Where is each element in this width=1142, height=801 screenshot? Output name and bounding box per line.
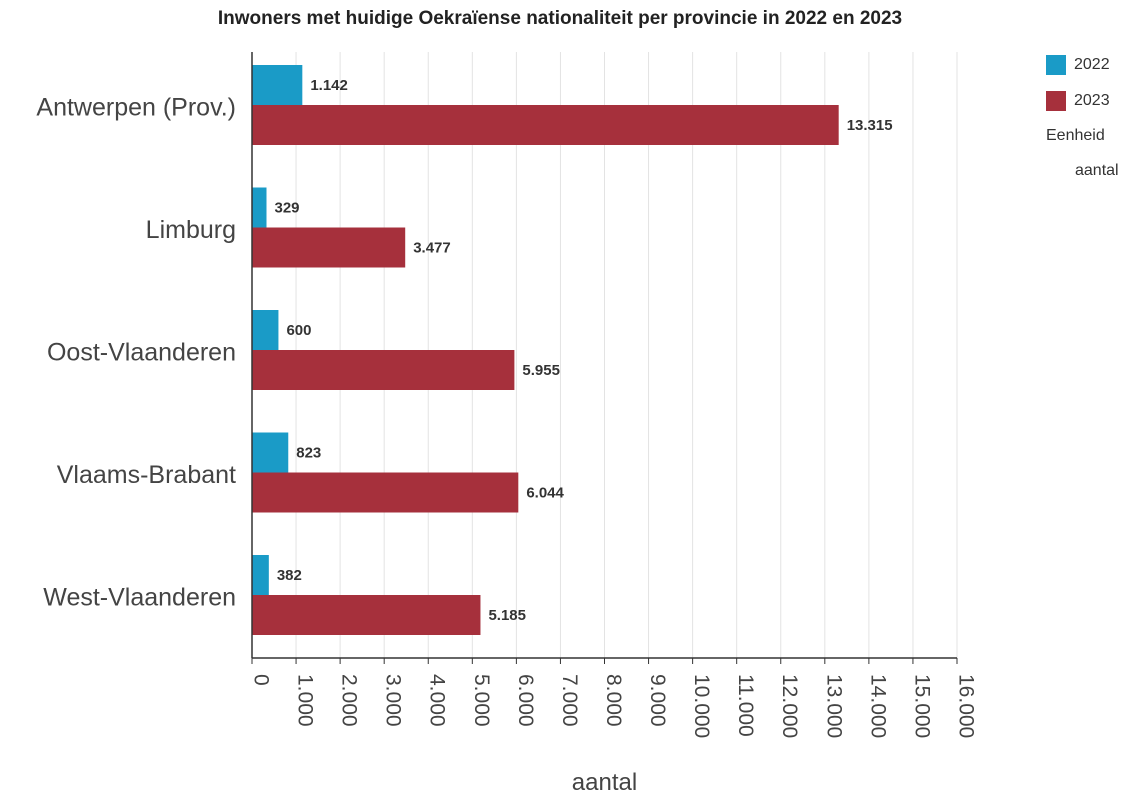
x-tick-label: 6.000 xyxy=(514,674,537,727)
bar-2022[interactable] xyxy=(252,555,269,595)
data-label: 13.315 xyxy=(847,117,893,134)
category-label: Limburg xyxy=(146,216,236,244)
x-tick-label: 9.000 xyxy=(646,674,669,727)
data-label: 600 xyxy=(286,322,311,339)
chart-title: Inwoners met huidige Oekraïense national… xyxy=(217,8,903,29)
bar-2023[interactable] xyxy=(252,227,406,268)
category-label: Vlaams-Brabant xyxy=(57,461,236,489)
legend-swatch-2023[interactable] xyxy=(1046,91,1066,111)
category-label: Oost-Vlaanderen xyxy=(47,339,236,367)
x-tick-label: 12.000 xyxy=(778,674,801,738)
x-tick-label: 0 xyxy=(249,674,272,686)
bars xyxy=(252,65,839,635)
data-label: 3.477 xyxy=(413,239,451,256)
x-axis-title: aantal xyxy=(572,769,637,796)
category-label: Antwerpen (Prov.) xyxy=(36,94,236,122)
bar-2022[interactable] xyxy=(252,65,303,105)
data-label: 382 xyxy=(277,567,302,584)
x-tick-label: 1.000 xyxy=(294,674,317,727)
x-tick-label: 11.000 xyxy=(734,674,757,737)
data-label: 1.142 xyxy=(310,77,348,94)
x-tick-label: 2.000 xyxy=(338,674,361,727)
data-label: 329 xyxy=(274,199,299,216)
legend-swatch-2022[interactable] xyxy=(1046,55,1066,75)
x-tick-label: 8.000 xyxy=(602,674,625,727)
legend-unit-value: aantal xyxy=(1075,162,1119,179)
x-tick-label: 16.000 xyxy=(954,674,977,738)
x-tick-label: 13.000 xyxy=(822,674,845,738)
bar-2022[interactable] xyxy=(252,310,279,350)
legend-label-2022[interactable]: 2022 xyxy=(1074,56,1110,73)
legend-unit-title: Eenheid xyxy=(1046,127,1105,144)
x-tick-label: 10.000 xyxy=(690,674,713,738)
data-label: 6.044 xyxy=(526,484,564,501)
x-tick-label: 14.000 xyxy=(866,674,889,738)
x-tick-label: 5.000 xyxy=(470,674,493,727)
data-label: 5.185 xyxy=(488,607,526,624)
bar-2022[interactable] xyxy=(252,432,289,473)
bar-2022[interactable] xyxy=(252,187,267,228)
labels: 0 1.000 2.000 3.000 4.000 5.000 6.000 7.000 8.00… xyxy=(36,77,977,796)
x-tick-label: 15.000 xyxy=(910,674,933,738)
bar-2023[interactable] xyxy=(252,595,481,635)
axes xyxy=(251,52,958,664)
bar-2023[interactable] xyxy=(252,472,519,513)
x-tick-label: 4.000 xyxy=(426,674,449,727)
data-label: 5.955 xyxy=(522,362,560,379)
x-tick-label: 7.000 xyxy=(558,674,581,727)
category-label: West-Vlaanderen xyxy=(43,584,236,612)
x-tick-label: 3.000 xyxy=(382,674,405,727)
bar-2023[interactable] xyxy=(252,350,515,390)
bar-2023[interactable] xyxy=(252,105,839,145)
legend-label-2023[interactable]: 2023 xyxy=(1074,92,1110,109)
data-label: 823 xyxy=(296,444,321,461)
